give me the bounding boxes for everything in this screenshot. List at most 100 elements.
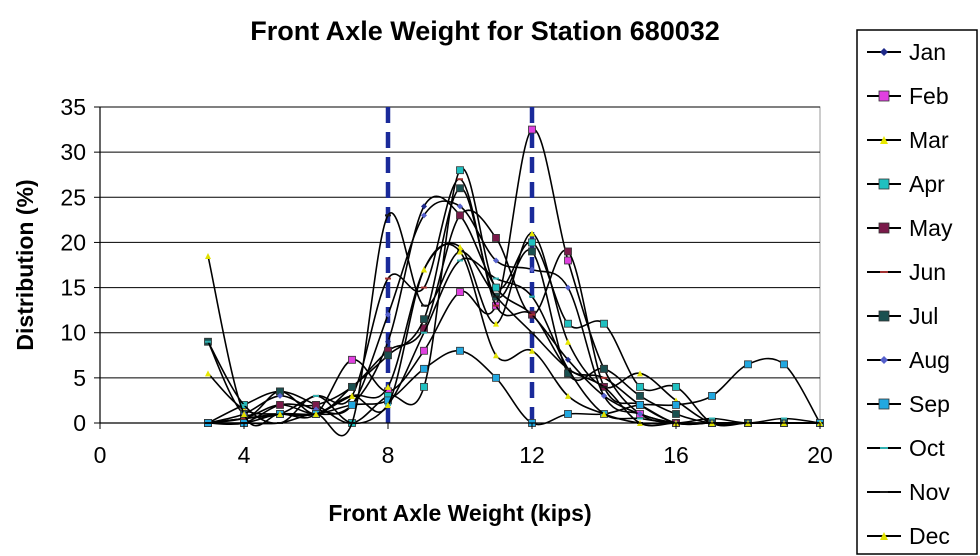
legend-item-aug: Aug: [867, 347, 950, 373]
data-point: [708, 392, 716, 400]
legend-label: Mar: [909, 127, 949, 153]
legend-label: Aug: [909, 347, 950, 373]
legend-item-apr: Apr: [867, 171, 945, 197]
legend: Jan Feb Mar Apr May Jun Jul Aug Sep Oct Nov Dec: [867, 39, 953, 549]
data-point: [457, 243, 463, 250]
legend-item-sep: Sep: [867, 391, 950, 417]
data-point: [601, 392, 607, 399]
legend-label: Jul: [909, 303, 938, 329]
x-tick-label: 0: [94, 442, 107, 468]
data-point: [457, 248, 463, 255]
y-tick-label: 10: [60, 320, 86, 346]
data-point: [528, 125, 536, 134]
legend-label: Apr: [909, 171, 945, 197]
data-point: [348, 401, 356, 409]
data-point: [878, 90, 890, 102]
data-point: [457, 203, 463, 210]
data-point: [672, 401, 680, 409]
data-point: [420, 346, 428, 355]
y-tick-label: 20: [60, 229, 86, 255]
data-point: [672, 382, 680, 391]
data-point: [600, 319, 608, 328]
data-point: [276, 401, 284, 409]
data-point: [493, 257, 499, 264]
x-tick-label: 20: [807, 442, 833, 468]
data-point: [564, 319, 572, 328]
legend-label: Jan: [909, 39, 946, 65]
data-point: [456, 166, 464, 175]
data-point: [565, 284, 571, 291]
data-point: [421, 203, 427, 210]
data-point: [564, 410, 572, 418]
data-point: [528, 247, 536, 256]
data-point: [529, 347, 535, 354]
data-point: [600, 364, 608, 373]
data-point: [529, 266, 535, 273]
y-tick-label: 30: [60, 139, 86, 165]
data-point: [385, 383, 391, 390]
data-point: [385, 401, 391, 408]
data-point: [878, 178, 890, 190]
legend-item-jun: Jun: [867, 259, 946, 285]
data-point: [384, 351, 392, 360]
data-point: [564, 256, 572, 265]
legend-label: May: [909, 215, 953, 241]
x-tick-label: 8: [382, 442, 395, 468]
data-point: [348, 355, 356, 364]
y-tick-label: 5: [73, 365, 86, 391]
data-point: [529, 230, 535, 237]
data-point: [601, 410, 607, 417]
data-point: [880, 136, 888, 144]
data-point: [493, 320, 499, 327]
data-point: [241, 410, 247, 417]
reference-lines: [385, 107, 535, 423]
data-point: [878, 310, 890, 322]
legend-item-jul: Jul: [867, 303, 938, 329]
data-point: [456, 211, 464, 220]
legend-label: Jun: [909, 259, 946, 285]
data-point: [780, 360, 788, 369]
data-point: [565, 338, 571, 345]
data-point: [456, 288, 464, 296]
data-point: [277, 410, 283, 417]
data-point: [492, 283, 500, 292]
data-point: [420, 382, 428, 391]
legend-box: [856, 29, 978, 555]
legend-item-may: May: [867, 215, 953, 241]
x-tick-label: 12: [519, 442, 545, 468]
data-point: [492, 234, 500, 242]
data-point: [385, 311, 391, 318]
y-tick-label: 0: [73, 410, 86, 436]
data-point: [420, 364, 428, 373]
data-point: [672, 410, 680, 418]
data-point: [456, 346, 464, 355]
y-tick-label: 35: [60, 94, 86, 120]
data-point: [878, 398, 890, 410]
legend-label: Nov: [909, 479, 950, 505]
data-point: [348, 382, 356, 391]
series-lines: [204, 125, 824, 437]
data-point: [636, 382, 644, 391]
chart-title: Front Axle Weight for Station 680032: [250, 16, 720, 46]
data-point: [636, 401, 644, 409]
legend-item-nov: Nov: [867, 479, 950, 505]
legend-item-jan: Jan: [867, 39, 946, 65]
data-point: [205, 370, 211, 377]
x-tick-label: 4: [238, 442, 251, 468]
data-point: [637, 370, 643, 377]
data-point: [456, 184, 464, 193]
data-point: [744, 360, 752, 369]
data-point: [564, 247, 572, 256]
legend-item-feb: Feb: [867, 83, 949, 109]
x-tick-label: 16: [663, 442, 689, 468]
data-point: [565, 356, 571, 363]
axes: 0 5 10 15 20 25 30 35 0 4 8 12 16 20: [60, 94, 832, 468]
data-point: [277, 392, 283, 399]
data-point: [420, 315, 428, 324]
data-point: [385, 338, 391, 345]
data-point: [880, 48, 888, 56]
grid-lines: [100, 106, 820, 379]
data-point: [492, 373, 500, 382]
data-point: [528, 238, 536, 247]
